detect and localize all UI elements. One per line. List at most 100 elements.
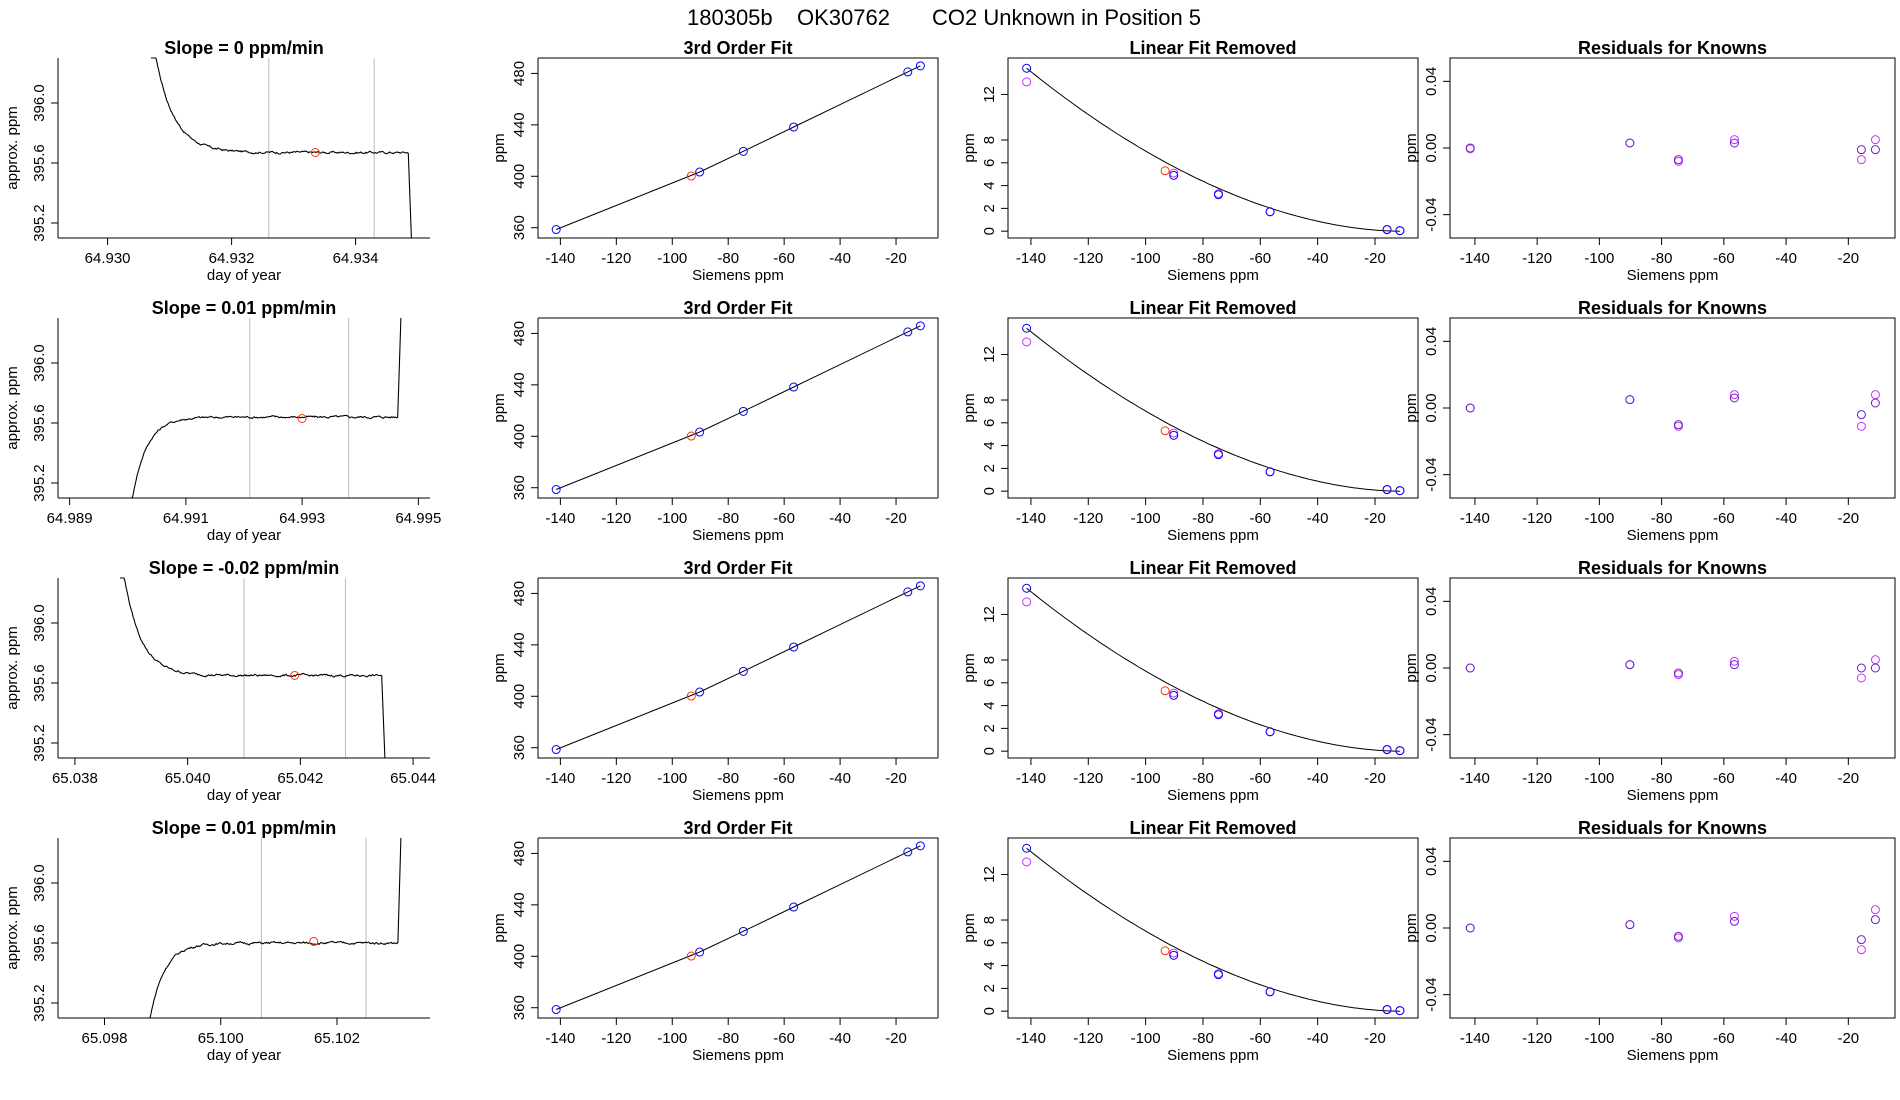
residual-point-alt xyxy=(1856,673,1866,683)
linfit-frame xyxy=(1007,317,1419,499)
residuals-xtick-label: -100 xyxy=(1584,1030,1614,1047)
trace-title: Slope = 0 ppm/min xyxy=(164,38,324,58)
residuals-xtick-label: -60 xyxy=(1713,770,1735,787)
residual-point xyxy=(1625,660,1635,670)
fit-xtick-label: -20 xyxy=(885,1030,907,1047)
fit-frame-bottom xyxy=(537,578,938,759)
residuals-xtick-label: -120 xyxy=(1522,770,1552,787)
linfit-ytick-label: 6 xyxy=(981,679,998,687)
residual-point xyxy=(1729,916,1739,926)
trace-xtick-label: 65.098 xyxy=(82,1030,128,1047)
linfit-title: Linear Fit Removed xyxy=(1129,298,1296,318)
fit-frame-bottom xyxy=(537,838,938,1019)
residuals-panel-row-4: Residuals for Knowns -140 -120 -100 -80 -60 -4… xyxy=(1403,818,1896,1064)
residual-point xyxy=(1673,420,1683,430)
figure-title-run: 180305b xyxy=(687,5,773,30)
linfit-xtick-label: -60 xyxy=(1249,1030,1271,1047)
trace-ytick-label: 395.2 xyxy=(31,724,48,762)
unknown-marker xyxy=(290,671,300,680)
trace-ytick-label: 395.6 xyxy=(31,664,48,702)
known-point-alt xyxy=(1022,857,1032,867)
linfit-ytick-label: 4 xyxy=(981,441,998,449)
fit-xtick-label: -40 xyxy=(829,250,851,267)
linfit-curve xyxy=(1026,67,1400,232)
known-point xyxy=(903,587,913,597)
linfit-xtick-label: -40 xyxy=(1307,510,1329,527)
unknown-marker xyxy=(297,414,307,423)
linfit-ylabel: ppm xyxy=(961,133,978,162)
residuals-ytick-label: 0.04 xyxy=(1423,67,1440,96)
fit-xtick-label: -80 xyxy=(717,510,739,527)
linfit-xtick-label: -120 xyxy=(1073,250,1103,267)
unknown-marker xyxy=(310,148,320,157)
residuals-frame xyxy=(1449,837,1896,1019)
residuals-ytick-label: -0.04 xyxy=(1423,198,1440,232)
residual-point-alt xyxy=(1729,390,1739,400)
fit-curve xyxy=(556,325,921,490)
residuals-xtick-label: -80 xyxy=(1651,1030,1673,1047)
linfit-curve xyxy=(1026,847,1400,1012)
residuals-xtick-label: -140 xyxy=(1460,770,1490,787)
fit-xtick-label: -140 xyxy=(545,770,575,787)
residuals-xtick-label: -100 xyxy=(1584,510,1614,527)
residual-point xyxy=(1465,143,1475,153)
unknown-marker xyxy=(309,937,319,946)
residual-point xyxy=(1729,138,1739,148)
linfit-xtick-label: -80 xyxy=(1192,250,1214,267)
linfit-frame xyxy=(1007,577,1419,759)
known-point xyxy=(551,485,561,495)
residuals-xtick-label: -120 xyxy=(1522,510,1552,527)
trace-xtick-label: 64.991 xyxy=(163,510,209,527)
known-point xyxy=(1382,744,1392,754)
known-point xyxy=(1265,467,1275,477)
linfit-xtick-label: -80 xyxy=(1192,770,1214,787)
residual-point xyxy=(1856,410,1866,420)
residual-point xyxy=(1870,663,1880,673)
linfit-panel-row-1: Linear Fit Removed -140 -120 -100 -80 -60 -40 -… xyxy=(961,38,1419,284)
linfit-ytick-label: 4 xyxy=(981,701,998,709)
residuals-xlabel: Siemens ppm xyxy=(1627,787,1719,804)
residuals-panel-row-3: Residuals for Knowns -140 -120 -100 -80 -60 -4… xyxy=(1403,558,1896,804)
residuals-title: Residuals for Knowns xyxy=(1578,558,1767,578)
residuals-xtick-label: -100 xyxy=(1584,250,1614,267)
trace-xtick-label: 64.995 xyxy=(395,510,441,527)
fit-ytick-label: 360 xyxy=(511,475,528,500)
linfit-xtick-label: -120 xyxy=(1073,510,1103,527)
known-point-alt xyxy=(1169,428,1179,438)
linfit-xtick-label: -120 xyxy=(1073,1030,1103,1047)
known-point xyxy=(1395,746,1405,756)
known-point-alt xyxy=(1022,337,1032,347)
fit-ytick-label: 400 xyxy=(511,424,528,449)
residual-point xyxy=(1870,145,1880,155)
fit-ytick-label: 480 xyxy=(511,841,528,866)
linfit-curve xyxy=(1026,587,1400,752)
unknown-point xyxy=(686,171,696,181)
residuals-title: Residuals for Knowns xyxy=(1578,298,1767,318)
linfit-ytick-label: 12 xyxy=(981,86,998,103)
trace-ytick-label: 396.0 xyxy=(31,864,48,902)
fit-ytick-label: 440 xyxy=(511,372,528,397)
residual-point xyxy=(1465,403,1475,413)
known-point xyxy=(1169,170,1179,180)
known-point xyxy=(1169,950,1179,960)
fit-xtick-label: -40 xyxy=(829,770,851,787)
trace-panel-row-1: Slope = 0 ppm/min 64.930 64.932 64.934 395.2… xyxy=(4,38,430,284)
known-point xyxy=(1265,987,1275,997)
trace-ytick-label: 396.0 xyxy=(31,344,48,382)
fit-xtick-label: -60 xyxy=(773,250,795,267)
residual-point-alt xyxy=(1856,421,1866,431)
linfit-title: Linear Fit Removed xyxy=(1129,818,1296,838)
fit-xtick-label: -40 xyxy=(829,1030,851,1047)
fit-ytick-label: 480 xyxy=(511,61,528,86)
trace-xtick-label: 65.042 xyxy=(277,770,323,787)
known-point xyxy=(789,902,799,912)
linfit-ytick-label: 4 xyxy=(981,181,998,189)
fit-ylabel: ppm xyxy=(491,653,508,682)
residual-point-alt xyxy=(1870,135,1880,145)
fit-panel-row-4: 3rd Order Fit -140 -120 -100 -80 -60 -40 -20 360… xyxy=(491,818,939,1064)
linfit-xtick-label: -100 xyxy=(1131,770,1161,787)
residual-point-alt xyxy=(1729,135,1739,145)
linfit-ytick-label: 0 xyxy=(981,747,998,755)
trace-ytick-label: 395.6 xyxy=(31,144,48,182)
